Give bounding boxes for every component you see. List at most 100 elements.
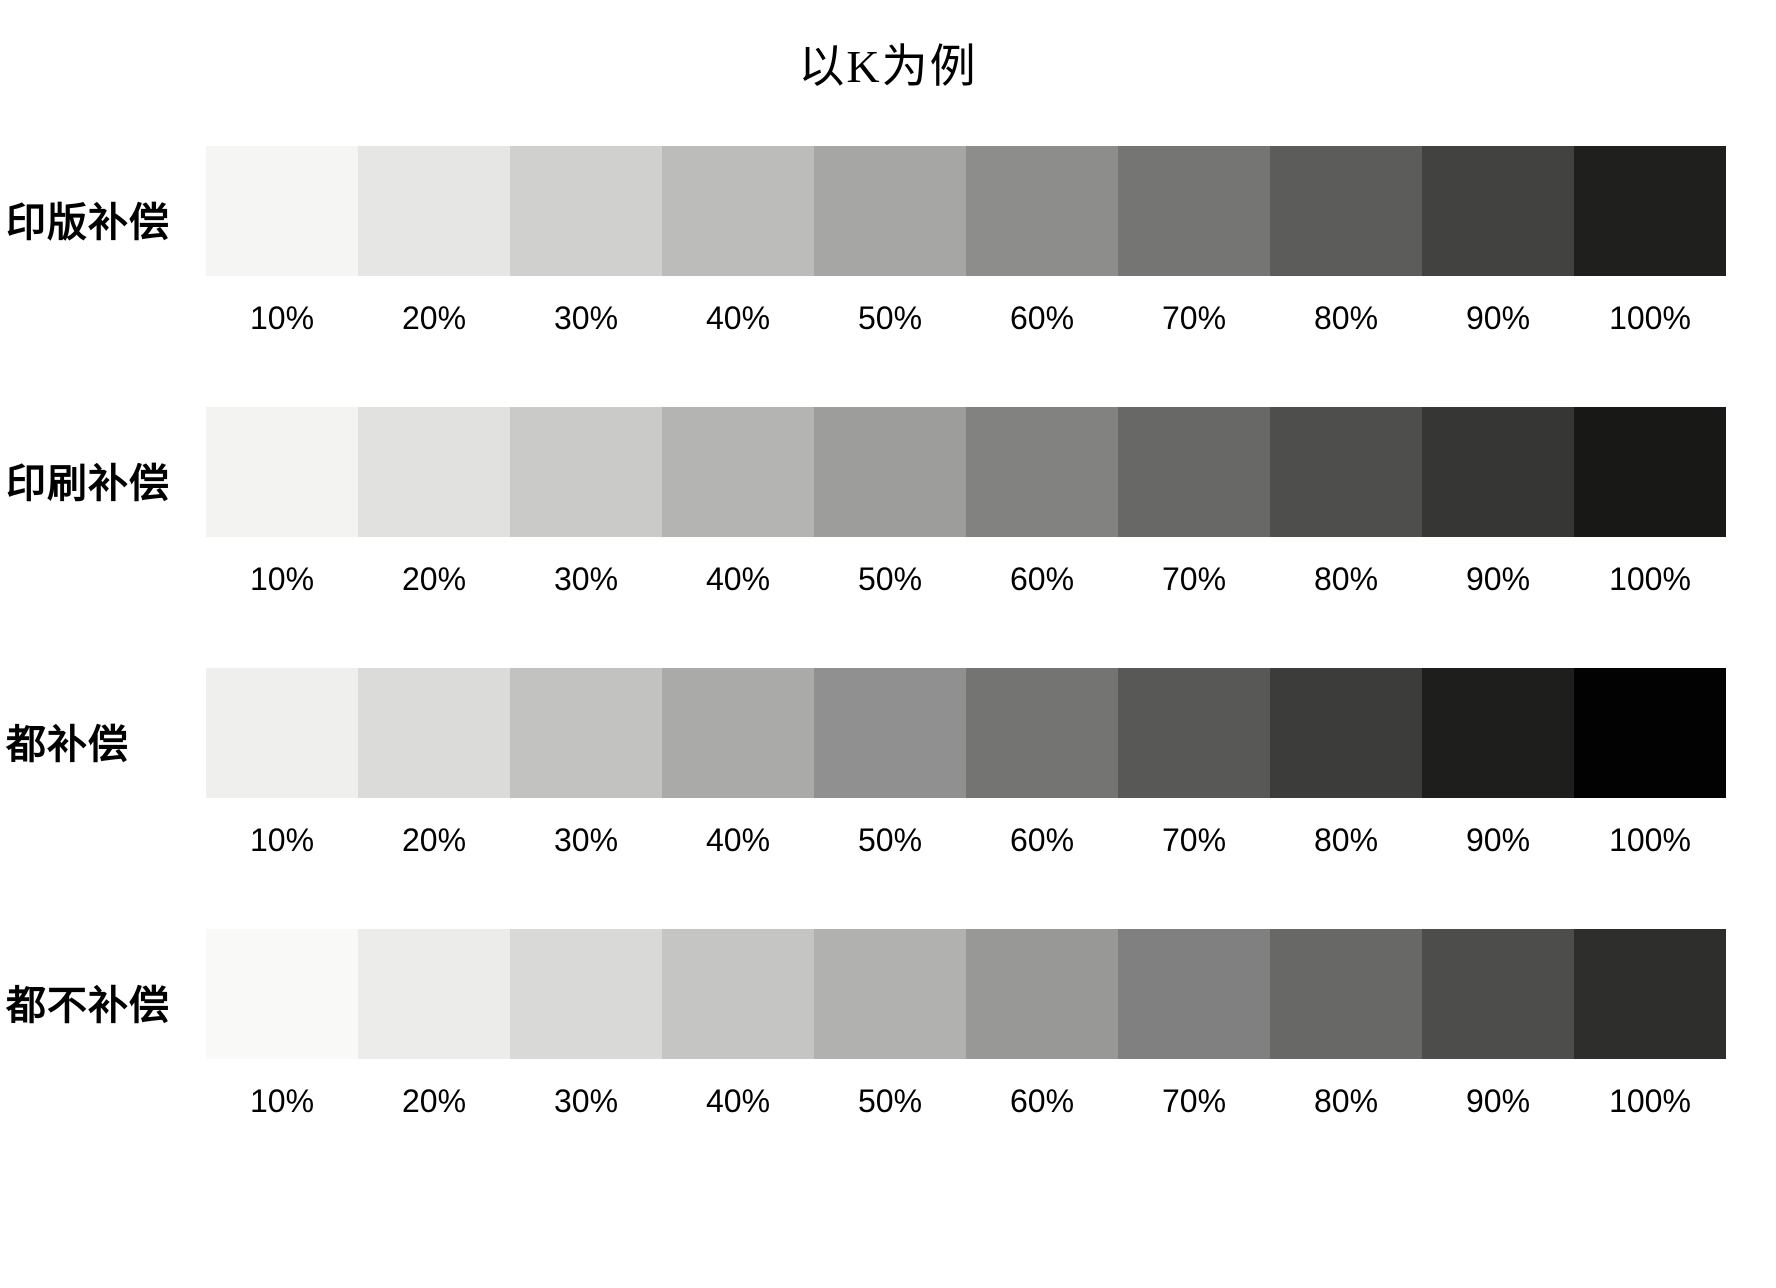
percent-label: 100% xyxy=(1574,1083,1726,1120)
swatch xyxy=(814,407,966,537)
swatch xyxy=(1422,668,1574,798)
swatch xyxy=(966,146,1118,276)
percent-strip: 10% 20% 30% 40% 50% 60% 70% 80% 90% 100% xyxy=(206,300,1726,337)
row-plate-comp: 印版补偿 10% 20% 30% 40% 50% 60% xyxy=(0,146,1776,337)
percent-label: 30% xyxy=(510,822,662,859)
swatch xyxy=(206,407,358,537)
percent-label: 40% xyxy=(662,561,814,598)
swatch xyxy=(1118,929,1270,1059)
swatch xyxy=(510,146,662,276)
percent-label: 70% xyxy=(1118,1083,1270,1120)
percent-label: 20% xyxy=(358,300,510,337)
swatch xyxy=(1118,668,1270,798)
swatch xyxy=(510,407,662,537)
swatch xyxy=(662,668,814,798)
row-label-no-comp: 都不补偿 xyxy=(6,929,206,1031)
percent-strip: 10% 20% 30% 40% 50% 60% 70% 80% 90% 100% xyxy=(206,822,1726,859)
swatch xyxy=(662,146,814,276)
percent-label: 80% xyxy=(1270,1083,1422,1120)
percent-label: 50% xyxy=(814,300,966,337)
swatch xyxy=(1422,407,1574,537)
row-label-both-comp: 都补偿 xyxy=(6,668,206,770)
percent-label: 90% xyxy=(1422,300,1574,337)
swatch xyxy=(358,668,510,798)
percent-label: 30% xyxy=(510,1083,662,1120)
swatch xyxy=(1118,407,1270,537)
row-both-comp: 都补偿 10% 20% 30% 40% 50% 60% xyxy=(0,668,1776,859)
row-content-plate-comp: 10% 20% 30% 40% 50% 60% 70% 80% 90% 100% xyxy=(206,146,1726,337)
percent-label: 40% xyxy=(662,300,814,337)
percent-label: 60% xyxy=(966,561,1118,598)
percent-label: 60% xyxy=(966,1083,1118,1120)
swatch xyxy=(814,668,966,798)
percent-label: 90% xyxy=(1422,1083,1574,1120)
swatch-strip-print-comp xyxy=(206,407,1726,537)
percent-label: 90% xyxy=(1422,822,1574,859)
percent-label: 50% xyxy=(814,822,966,859)
swatch xyxy=(966,929,1118,1059)
percent-label: 10% xyxy=(206,300,358,337)
swatch xyxy=(662,929,814,1059)
grayscale-comparison-diagram: 以K为例 印版补偿 10% 20% 30% 40% 50% xyxy=(0,0,1776,1288)
swatch xyxy=(1118,146,1270,276)
percent-label: 10% xyxy=(206,822,358,859)
diagram-title: 以K为例 xyxy=(0,30,1776,96)
swatch-strip-plate-comp xyxy=(206,146,1726,276)
swatch xyxy=(510,668,662,798)
swatch xyxy=(966,668,1118,798)
percent-label: 100% xyxy=(1574,822,1726,859)
percent-label: 40% xyxy=(662,822,814,859)
percent-label: 90% xyxy=(1422,561,1574,598)
percent-label: 20% xyxy=(358,561,510,598)
percent-strip: 10% 20% 30% 40% 50% 60% 70% 80% 90% 100% xyxy=(206,561,1726,598)
percent-label: 100% xyxy=(1574,561,1726,598)
percent-label: 70% xyxy=(1118,822,1270,859)
swatch xyxy=(1574,668,1726,798)
row-no-comp: 都不补偿 10% 20% 30% 40% 50% 60% xyxy=(0,929,1776,1120)
percent-label: 80% xyxy=(1270,300,1422,337)
swatch xyxy=(966,407,1118,537)
swatch xyxy=(510,929,662,1059)
swatch xyxy=(206,929,358,1059)
swatch xyxy=(358,407,510,537)
swatch xyxy=(1422,146,1574,276)
percent-label: 70% xyxy=(1118,300,1270,337)
percent-label: 20% xyxy=(358,1083,510,1120)
swatch-strip-no-comp xyxy=(206,929,1726,1059)
swatch xyxy=(1574,407,1726,537)
row-print-comp: 印刷补偿 10% 20% 30% 40% 50% 60% xyxy=(0,407,1776,598)
percent-label: 30% xyxy=(510,561,662,598)
row-content-no-comp: 10% 20% 30% 40% 50% 60% 70% 80% 90% 100% xyxy=(206,929,1726,1120)
swatch xyxy=(1574,929,1726,1059)
percent-label: 10% xyxy=(206,561,358,598)
percent-strip: 10% 20% 30% 40% 50% 60% 70% 80% 90% 100% xyxy=(206,1083,1726,1120)
percent-label: 40% xyxy=(662,1083,814,1120)
percent-label: 50% xyxy=(814,561,966,598)
swatch xyxy=(662,407,814,537)
percent-label: 50% xyxy=(814,1083,966,1120)
swatch xyxy=(1270,146,1422,276)
swatch xyxy=(1270,407,1422,537)
swatch xyxy=(1574,146,1726,276)
swatch xyxy=(814,146,966,276)
percent-label: 80% xyxy=(1270,561,1422,598)
swatch xyxy=(206,146,358,276)
row-content-print-comp: 10% 20% 30% 40% 50% 60% 70% 80% 90% 100% xyxy=(206,407,1726,598)
percent-label: 80% xyxy=(1270,822,1422,859)
swatch xyxy=(206,668,358,798)
percent-label: 100% xyxy=(1574,300,1726,337)
row-content-both-comp: 10% 20% 30% 40% 50% 60% 70% 80% 90% 100% xyxy=(206,668,1726,859)
swatch xyxy=(1270,929,1422,1059)
swatch xyxy=(358,929,510,1059)
swatch xyxy=(814,929,966,1059)
percent-label: 30% xyxy=(510,300,662,337)
percent-label: 70% xyxy=(1118,561,1270,598)
row-label-print-comp: 印刷补偿 xyxy=(6,407,206,509)
row-label-plate-comp: 印版补偿 xyxy=(6,146,206,248)
swatch xyxy=(358,146,510,276)
percent-label: 60% xyxy=(966,300,1118,337)
swatch xyxy=(1270,668,1422,798)
swatch xyxy=(1422,929,1574,1059)
percent-label: 20% xyxy=(358,822,510,859)
swatch-strip-both-comp xyxy=(206,668,1726,798)
